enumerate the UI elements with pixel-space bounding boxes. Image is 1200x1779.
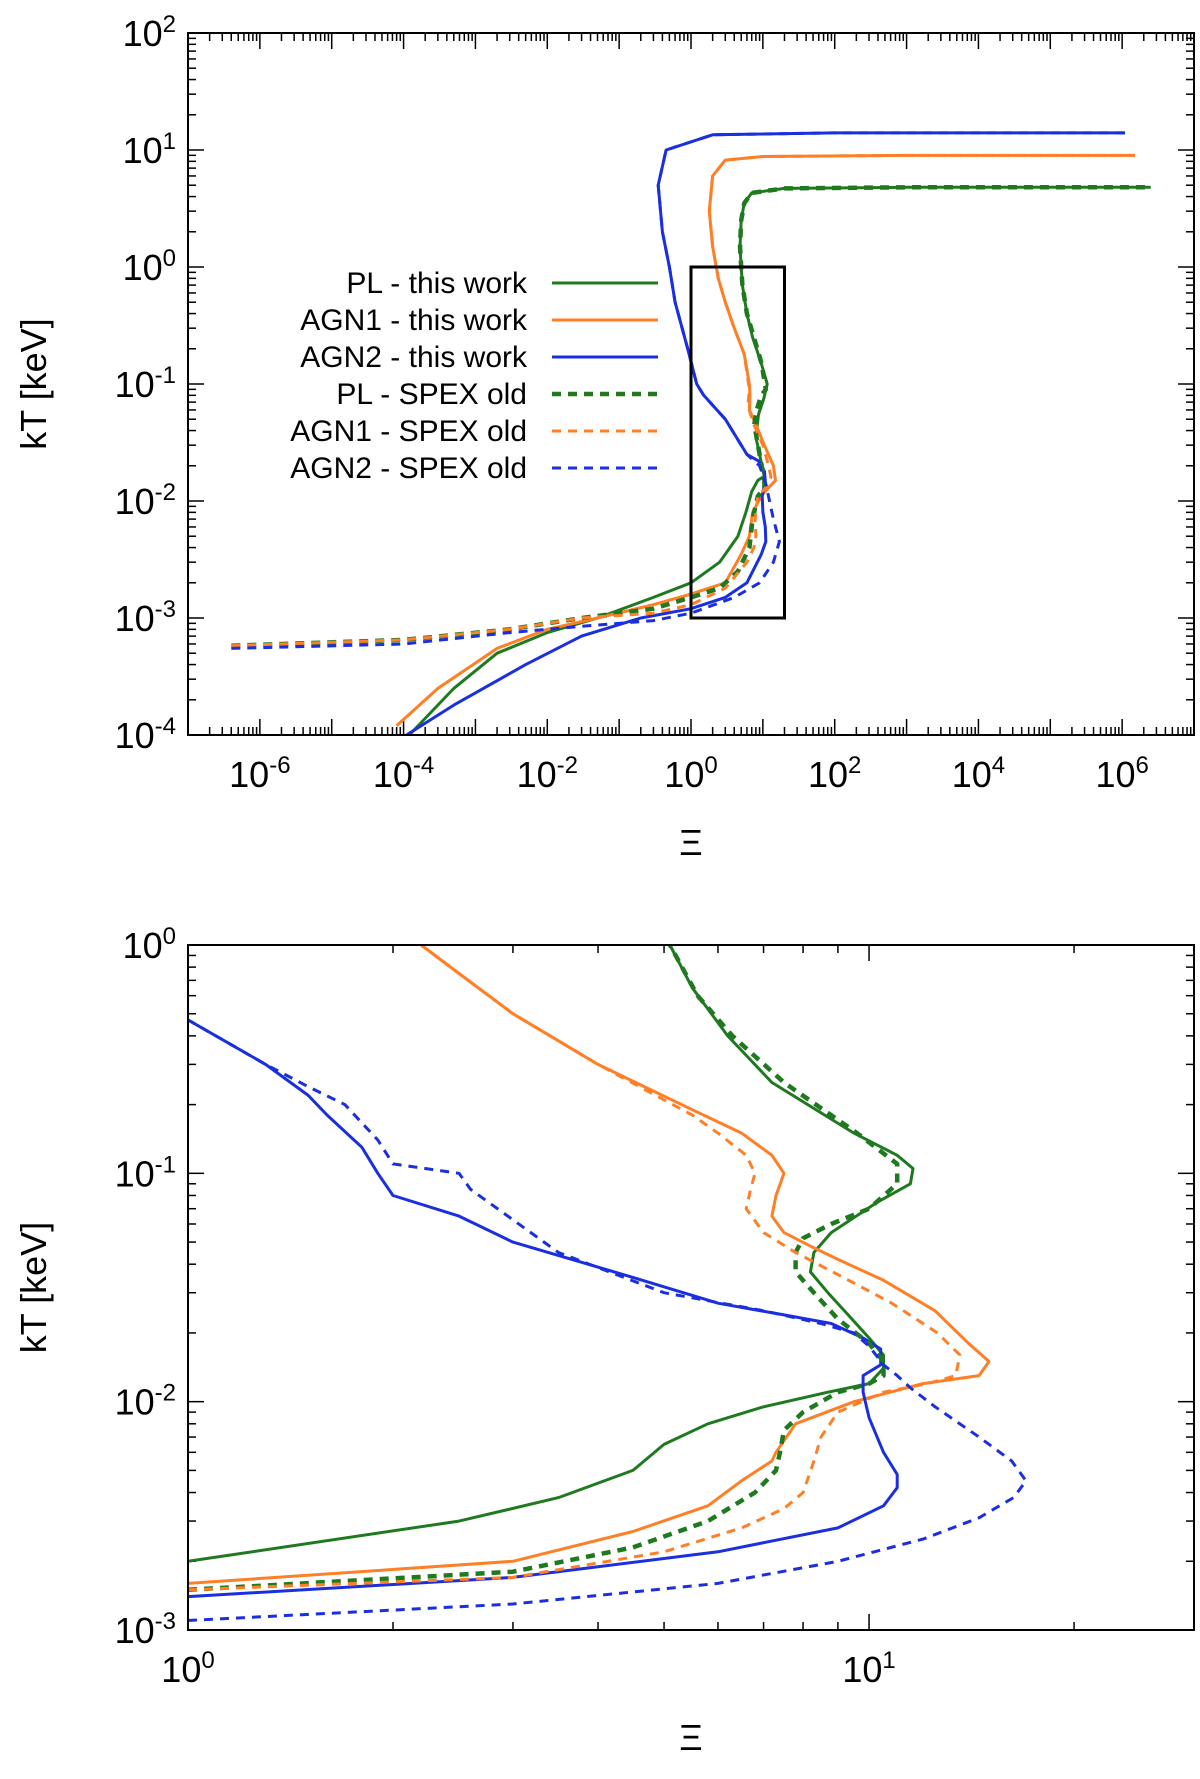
top-y-tick-labels: 10-4 10-3 10-2 10-1 100 101 102 [115, 11, 176, 756]
y-axis-title: kT [keV] [13, 318, 54, 449]
y-tick-label: 10-2 [115, 1380, 176, 1423]
series-line-agn2-this-work [188, 1018, 899, 1599]
x-tick-label: 101 [842, 1647, 895, 1690]
bottom-y-tick-labels: 10-3 10-2 10-1 100 [115, 923, 176, 1651]
bottom-ticks [187, 944, 1195, 1631]
x-tick-label: 100 [161, 1647, 214, 1690]
bottom-plot-panel: 100 101 10-3 10-2 10-1 100 ΞkT [keV] [13, 923, 1195, 1758]
y-axis-title: kT [keV] [13, 1222, 54, 1353]
y-tick-label: 100 [123, 923, 176, 966]
x-tick-label: 10-6 [229, 752, 290, 795]
legend-label: AGN2 - SPEX old [290, 452, 527, 485]
x-tick-label: 10-4 [373, 752, 434, 795]
series-line-pl-spex-old [231, 185, 1151, 648]
y-tick-label: 10-3 [115, 596, 176, 639]
x-tick-label: 10-2 [517, 752, 578, 795]
y-tick-label: 101 [123, 128, 176, 171]
x-tick-label: 102 [808, 752, 861, 795]
y-tick-label: 10-2 [115, 479, 176, 522]
series-line-pl-this-work [188, 945, 915, 1563]
top-series-lines [231, 131, 1151, 735]
series-line-agn1-this-work [188, 945, 991, 1585]
bottom-plot-frame [187, 944, 1195, 1631]
x-axis-title: Ξ [679, 822, 702, 863]
zoom-region-box [689, 265, 786, 620]
x-tick-label: 100 [664, 752, 717, 795]
series-line-agn2-spex-old [188, 1018, 1028, 1622]
top-x-tick-labels: 10-6 10-4 10-2 100 102 104 106 [229, 752, 1149, 795]
y-tick-label: 102 [123, 11, 176, 54]
x-axis-title: Ξ [679, 1717, 702, 1758]
y-tick-label: 10-4 [115, 713, 176, 756]
bottom-x-tick-labels: 100 101 [161, 1647, 895, 1690]
series-line-agn2-spex-old [231, 131, 1126, 650]
series-line-pl-spex-old [188, 945, 900, 1593]
x-tick-label: 104 [952, 752, 1005, 795]
y-tick-label: 10-1 [115, 362, 176, 405]
y-tick-label: 10-1 [115, 1151, 176, 1194]
y-tick-label: 100 [123, 245, 176, 288]
y-tick-label: 10-3 [115, 1608, 176, 1651]
series-line-agn1-spex-old [188, 945, 962, 1592]
legend-label: AGN1 - SPEX old [290, 415, 527, 448]
series-line-agn1-spex-old [231, 153, 1135, 648]
top-plot-panel: 10-6 10-4 10-2 100 102 104 106 10-4 10-3 10-2 10-1… [13, 11, 1195, 863]
x-tick-label: 106 [1095, 752, 1148, 795]
legend-label: PL - this work [346, 267, 528, 300]
legend-label: AGN1 - this work [300, 304, 528, 337]
legend-label: AGN2 - this work [300, 341, 528, 374]
legend-label: PL - SPEX old [336, 378, 527, 411]
legend: PL - this work AGN1 - this work AGN2 - thi… [290, 267, 658, 485]
bottom-series-lines [188, 945, 1028, 1622]
top-plot-frame [187, 32, 1195, 736]
